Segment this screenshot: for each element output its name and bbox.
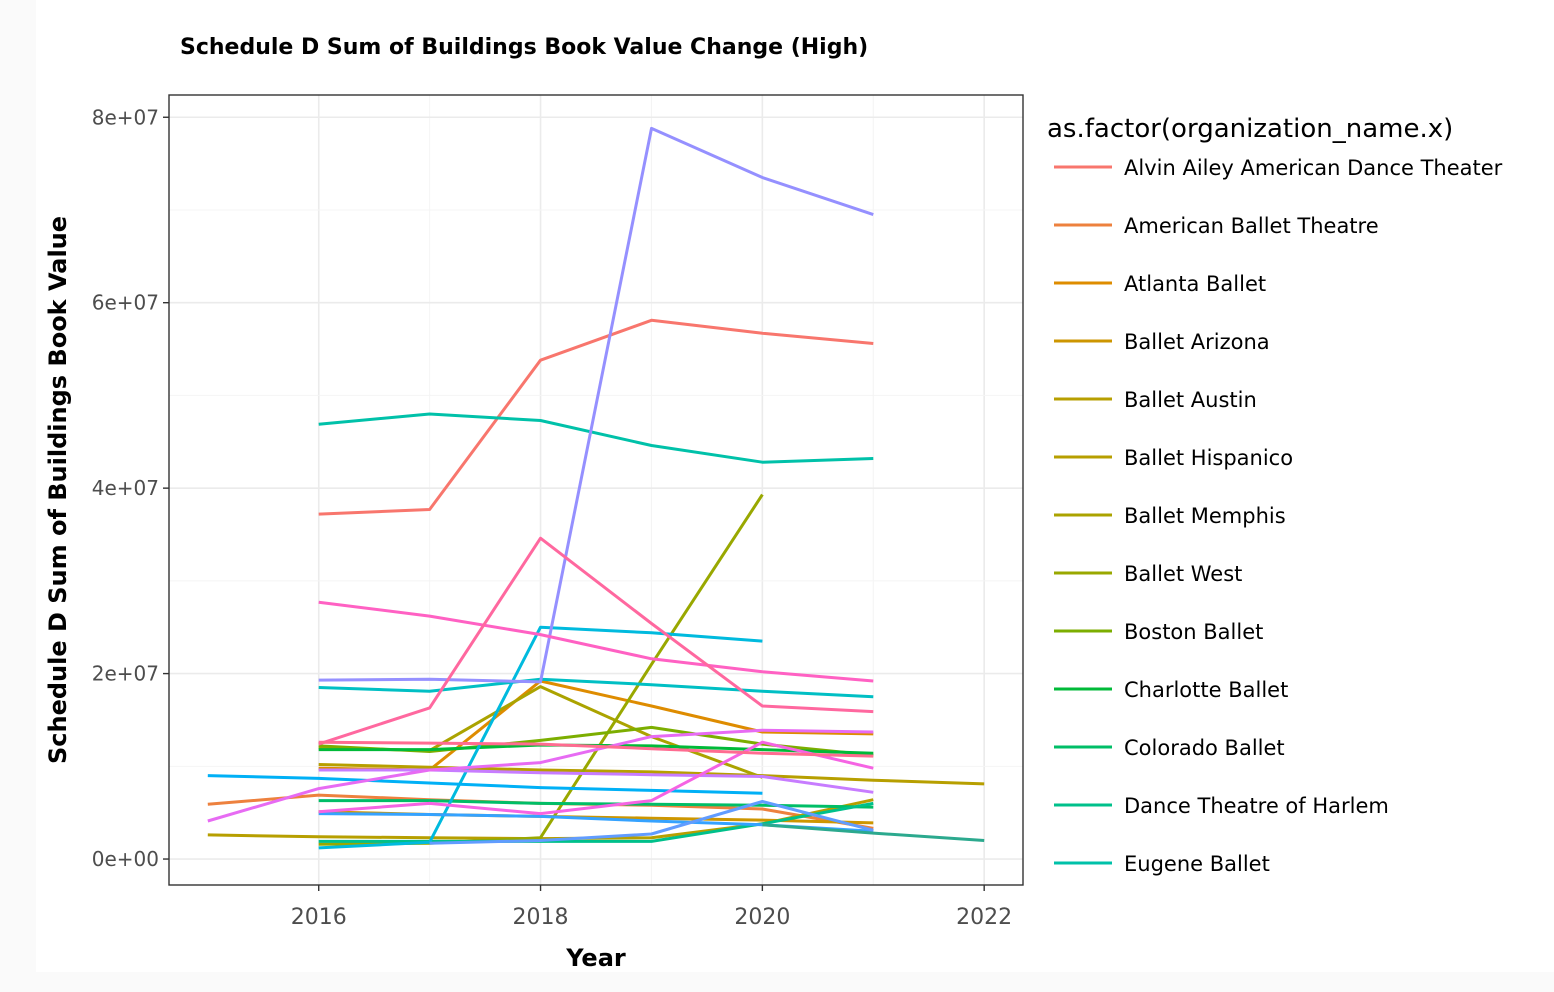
legend-label: Alvin Ailey American Dance Theater bbox=[1124, 156, 1503, 180]
legend-label: Ballet Memphis bbox=[1124, 504, 1286, 528]
legend: as.factor(organization_name.x) Alvin Ail… bbox=[1047, 114, 1503, 876]
series-line-25 bbox=[318, 740, 874, 758]
y-axis-ticks: 0e+00 2e+07 4e+07 6e+07 8e+07 bbox=[92, 105, 169, 871]
series-line-19 bbox=[318, 126, 874, 684]
legend-label: Atlanta Ballet bbox=[1124, 272, 1266, 296]
series-line-1 bbox=[318, 318, 874, 516]
x-tick-label: 2018 bbox=[513, 905, 569, 930]
chart-canvas: Schedule D Sum of Buildings Book Value C… bbox=[36, 0, 1554, 972]
legend-label: Ballet Arizona bbox=[1124, 330, 1270, 354]
line-chart: Schedule D Sum of Buildings Book Value C… bbox=[44, 35, 1503, 972]
series-line-13 bbox=[318, 412, 874, 464]
series-line-24 bbox=[318, 536, 874, 746]
series-line-6 bbox=[318, 763, 985, 786]
x-tick-label: 2022 bbox=[956, 905, 1012, 930]
series-line-14 bbox=[318, 677, 874, 699]
x-tick-label: 2016 bbox=[291, 905, 347, 930]
legend-title: as.factor(organization_name.x) bbox=[1047, 114, 1453, 144]
series-lines bbox=[207, 126, 985, 850]
series-line-15 bbox=[318, 625, 763, 850]
series-line-20 bbox=[318, 768, 874, 794]
legend-label: Boston Ballet bbox=[1124, 620, 1263, 644]
x-axis-label: Year bbox=[565, 944, 626, 972]
y-tick-label: 4e+07 bbox=[92, 476, 159, 500]
series-line-18 bbox=[429, 800, 874, 845]
legend-label: Charlotte Ballet bbox=[1124, 678, 1288, 702]
legend-label: Eugene Ballet bbox=[1124, 852, 1270, 876]
series-line-12 bbox=[318, 801, 874, 843]
series-line-23 bbox=[318, 600, 874, 683]
y-axis-label: Schedule D Sum of Buildings Book Value bbox=[44, 216, 72, 764]
legend-label: Dance Theatre of Harlem bbox=[1124, 794, 1389, 818]
legend-label: Ballet Hispanico bbox=[1124, 446, 1293, 470]
y-tick-label: 6e+07 bbox=[92, 291, 159, 315]
x-axis-ticks: 2016 2018 2020 2022 bbox=[291, 885, 1012, 930]
plot-panel-border bbox=[168, 94, 1024, 886]
legend-label: Colorado Ballet bbox=[1124, 736, 1285, 760]
legend-label: American Ballet Theatre bbox=[1124, 214, 1379, 238]
y-tick-label: 2e+07 bbox=[92, 662, 159, 686]
y-tick-label: 0e+00 bbox=[92, 847, 159, 871]
series-line-22 bbox=[318, 740, 874, 816]
series-line-21 bbox=[207, 728, 874, 823]
series-line-26 bbox=[762, 823, 985, 842]
y-tick-label: 8e+07 bbox=[92, 105, 159, 129]
legend-label: Ballet Austin bbox=[1124, 388, 1257, 412]
legend-label: Ballet West bbox=[1124, 562, 1242, 586]
x-tick-label: 2020 bbox=[734, 905, 790, 930]
chart-title: Schedule D Sum of Buildings Book Value C… bbox=[180, 35, 868, 60]
